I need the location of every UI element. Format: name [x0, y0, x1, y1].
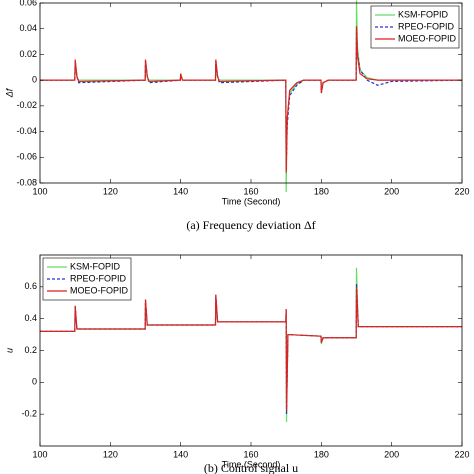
y-tick-label: 0.4 — [24, 313, 37, 323]
legend-label: KSM-FOPID — [70, 261, 121, 271]
y-tick-label: 0.6 — [24, 281, 37, 291]
legend-label: MOEO-FOPID — [70, 285, 128, 295]
x-tick-label: 220 — [454, 449, 469, 459]
x-tick-label: 180 — [314, 186, 329, 196]
x-tick-label: 160 — [243, 449, 258, 459]
x-tick-label: 180 — [314, 449, 329, 459]
y-tick-label: -0.08 — [16, 177, 37, 187]
y-axis-label: Δf — [4, 87, 14, 98]
x-axis-label: Time (Second) — [222, 196, 281, 206]
y-axis-label: u — [4, 348, 14, 353]
y-tick-label: 0.06 — [19, 0, 37, 7]
legend: KSM-FOPID RPEO-FOPID MOEO-FOPID — [42, 257, 132, 301]
x-axis-label: Time (Second) — [222, 459, 281, 469]
y-tick-label: -0.04 — [16, 126, 37, 136]
y-tick-label: -0.02 — [16, 100, 37, 110]
legend-label: RPEO-FOPID — [398, 21, 455, 31]
x-tick-label: 100 — [32, 186, 47, 196]
x-tick-label: 140 — [173, 186, 188, 196]
x-tick-label: 120 — [103, 449, 118, 459]
caption: (b) Control signal u — [204, 461, 298, 474]
series-line — [40, 286, 462, 411]
y-tick-label: -0.2 — [21, 409, 37, 419]
y-tick-label: 0.02 — [19, 49, 37, 59]
x-tick-label: 140 — [173, 449, 188, 459]
y-tick-label: 0.04 — [19, 23, 37, 33]
y-tick-label: 0.2 — [24, 345, 37, 355]
x-tick-label: 120 — [103, 186, 118, 196]
legend-label: KSM-FOPID — [398, 9, 449, 19]
legend-label: RPEO-FOPID — [70, 273, 127, 283]
x-tick-label: 160 — [243, 186, 258, 196]
y-tick-label: 0 — [32, 75, 37, 85]
y-tick-label: 0 — [32, 377, 37, 387]
x-tick-label: 220 — [454, 186, 469, 196]
y-tick-label: -0.06 — [16, 152, 37, 162]
legend: KSM-FOPID RPEO-FOPID MOEO-FOPID — [370, 5, 460, 49]
x-tick-label: 100 — [32, 449, 47, 459]
x-tick-label: 200 — [384, 186, 399, 196]
series-line — [40, 26, 462, 173]
legend-label: MOEO-FOPID — [398, 33, 456, 43]
x-tick-label: 200 — [384, 449, 399, 459]
caption: (a) Frequency deviation Δf — [186, 218, 315, 232]
